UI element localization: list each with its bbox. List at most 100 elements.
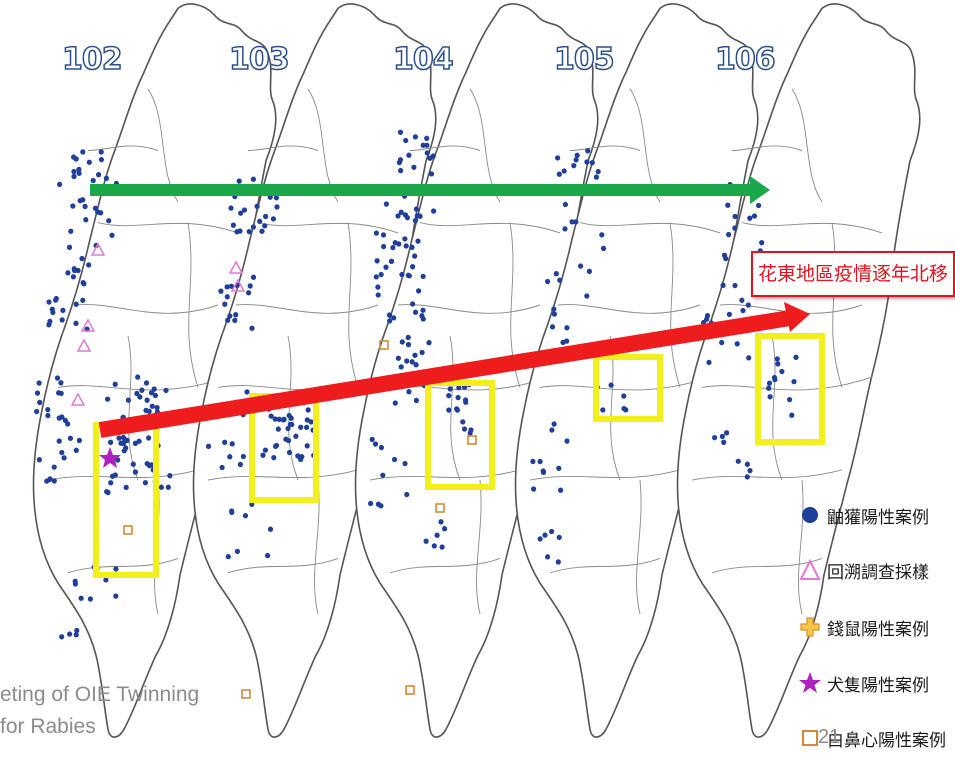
- case-dot: [271, 454, 277, 461]
- case-dot: [73, 320, 79, 327]
- case-dot: [65, 270, 71, 276]
- case-dot: [766, 385, 772, 391]
- case-dot: [250, 176, 256, 182]
- case-dot: [66, 244, 73, 250]
- case-dot: [530, 458, 536, 465]
- case-dot: [537, 536, 543, 542]
- case-dot: [564, 438, 570, 444]
- case-dot: [80, 149, 86, 155]
- case-dot: [732, 213, 738, 220]
- case-dot: [398, 167, 404, 174]
- case-dot: [158, 484, 164, 490]
- case-dot: [76, 170, 82, 176]
- case-dot: [623, 407, 629, 413]
- legend-label: 回溯調查採樣: [827, 562, 929, 583]
- case-dot: [404, 491, 410, 498]
- case-dot: [740, 307, 746, 314]
- case-dot: [409, 244, 415, 250]
- county-boundary: [287, 335, 299, 481]
- case-dot: [246, 228, 252, 235]
- case-dot: [383, 264, 389, 270]
- case-dot: [227, 454, 233, 460]
- case-dot: [383, 201, 389, 207]
- case-dot: [229, 441, 235, 447]
- case-dot: [136, 438, 142, 444]
- case-dot: [373, 230, 379, 236]
- case-dot: [260, 452, 266, 458]
- case-dot: [67, 435, 73, 441]
- case-dot: [404, 358, 410, 364]
- case-dot: [556, 171, 562, 177]
- county-boundary: [235, 304, 379, 314]
- case-dot: [247, 283, 253, 289]
- case-dot: [368, 500, 374, 507]
- legend-label: 錢鼠陽性案例: [827, 619, 929, 640]
- case-dot: [404, 214, 410, 221]
- case-dot: [146, 408, 152, 414]
- case-dot: [73, 156, 79, 162]
- case-dot: [721, 252, 728, 258]
- case-dot: [286, 437, 292, 444]
- case-dot: [719, 339, 725, 346]
- case-dot: [556, 465, 562, 471]
- case-dot: [268, 413, 274, 419]
- case-dot: [431, 543, 437, 549]
- case-dot: [76, 166, 82, 173]
- case-dot: [112, 381, 118, 387]
- county-boundary: [539, 376, 711, 391]
- case-dot: [427, 155, 433, 161]
- case-dot: [281, 416, 287, 423]
- case-dot: [96, 172, 102, 178]
- case-dot: [148, 390, 155, 396]
- case-dot: [254, 203, 260, 210]
- case-dot: [60, 307, 66, 314]
- case-dot: [105, 396, 111, 402]
- page-number: 21: [818, 726, 841, 748]
- case-dot: [409, 359, 415, 365]
- case-dot: [766, 380, 773, 386]
- case-dot: [413, 309, 419, 315]
- case-dot: [463, 397, 469, 403]
- case-dot: [720, 282, 726, 289]
- case-dot: [78, 595, 84, 601]
- case-dot: [304, 443, 310, 449]
- case-dot: [36, 457, 42, 463]
- case-dot: [86, 262, 92, 268]
- case-dot: [240, 453, 246, 460]
- case-dot: [569, 219, 575, 225]
- case-dot: [34, 390, 41, 396]
- case-dot: [241, 207, 248, 213]
- case-dot: [397, 157, 403, 163]
- case-dot: [428, 171, 435, 177]
- county-boundary: [579, 222, 721, 234]
- footer-line-2: for Rabies: [0, 715, 96, 738]
- red-arrow-line: [98, 310, 792, 438]
- case-dot: [787, 396, 793, 403]
- case-dot: [392, 400, 398, 406]
- county-boundary: [731, 145, 803, 151]
- case-dot: [54, 375, 61, 381]
- county-boundary: [449, 335, 461, 481]
- case-dot: [275, 426, 281, 432]
- year-label-106: 106: [714, 41, 776, 78]
- case-dot: [420, 142, 426, 148]
- case-dot: [467, 430, 473, 436]
- county-boundary: [741, 222, 883, 234]
- case-dot: [775, 361, 781, 367]
- case-dot: [726, 231, 732, 238]
- case-dot: [144, 460, 150, 467]
- case-dot: [556, 534, 562, 541]
- case-dot: [398, 209, 404, 215]
- case-dot: [373, 274, 379, 280]
- case-dot: [747, 467, 753, 474]
- case-dot: [57, 181, 63, 188]
- triangle-icon: [797, 557, 823, 583]
- triangle-marker: [80, 318, 96, 332]
- case-dot: [398, 364, 404, 370]
- case-dot: [555, 559, 561, 565]
- case-dot: [420, 273, 426, 280]
- case-dot: [593, 174, 599, 180]
- case-dot: [395, 213, 401, 219]
- case-dot: [573, 219, 579, 225]
